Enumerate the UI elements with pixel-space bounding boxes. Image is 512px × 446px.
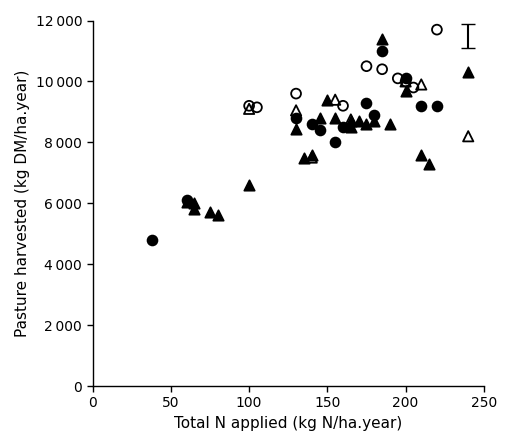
Point [417, 102, 425, 109]
Point [214, 212, 222, 219]
Point [331, 96, 339, 103]
Point [323, 96, 331, 103]
Y-axis label: Pasture harvested (kg DM/ha.year): Pasture harvested (kg DM/ha.year) [15, 70, 30, 337]
Point [292, 115, 300, 122]
Point [378, 35, 386, 42]
Point [347, 116, 355, 123]
Point [315, 115, 324, 122]
Point [425, 160, 433, 167]
Point [401, 87, 410, 94]
Point [182, 197, 190, 204]
Point [401, 78, 410, 85]
Point [394, 75, 402, 82]
Point [315, 127, 324, 134]
Point [331, 115, 339, 122]
Point [253, 104, 261, 111]
Point [331, 139, 339, 146]
Point [347, 124, 355, 131]
Point [347, 117, 355, 124]
Point [362, 120, 371, 128]
Point [339, 124, 347, 131]
Point [245, 105, 253, 112]
Point [148, 236, 156, 244]
Point [378, 47, 386, 54]
Point [292, 90, 300, 97]
Point [339, 102, 347, 109]
Point [245, 182, 253, 189]
Point [292, 107, 300, 114]
Point [308, 151, 316, 158]
Point [417, 151, 425, 158]
Point [190, 206, 199, 213]
Point [190, 200, 199, 207]
Point [362, 99, 371, 106]
Point [464, 132, 472, 140]
Point [308, 154, 316, 161]
Point [206, 209, 214, 216]
Point [464, 69, 472, 76]
X-axis label: Total N applied (kg N/ha.year): Total N applied (kg N/ha.year) [174, 416, 402, 431]
Point [370, 112, 378, 119]
Point [300, 154, 308, 161]
Point [292, 125, 300, 132]
Point [308, 120, 316, 128]
Point [417, 81, 425, 88]
Point [401, 75, 410, 82]
Point [401, 78, 410, 85]
Point [355, 117, 363, 124]
Point [386, 120, 394, 128]
Point [182, 198, 190, 205]
Point [433, 26, 441, 33]
Point [433, 102, 441, 109]
Point [378, 66, 386, 73]
Point [245, 102, 253, 109]
Point [362, 62, 371, 70]
Point [370, 117, 378, 124]
Point [410, 84, 418, 91]
